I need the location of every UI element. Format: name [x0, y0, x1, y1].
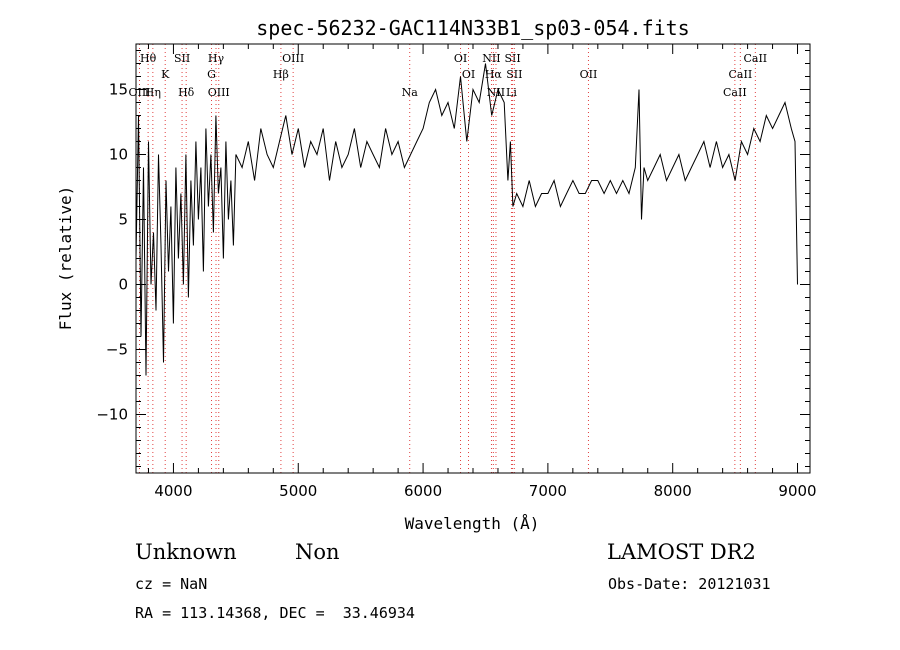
- line-marker-label: Hη: [145, 86, 161, 99]
- x-tick-label: 8000: [654, 482, 692, 500]
- line-marker-label: Li: [506, 86, 517, 99]
- plot-frame: [135, 43, 811, 474]
- line-marker-label: SII: [174, 52, 190, 65]
- line-marker-label: Hθ: [140, 52, 157, 65]
- line-marker-label: SII: [506, 68, 522, 81]
- line-marker-label: OIII: [282, 52, 304, 65]
- line-marker-label: K: [161, 68, 170, 81]
- series-group: [135, 63, 798, 376]
- y-tick-label: −10: [96, 406, 128, 424]
- y-tick-label: 0: [118, 276, 128, 294]
- y-tick-label: −5: [106, 341, 128, 359]
- y-axis-label: Flux (relative): [56, 186, 75, 331]
- line-marker-label: Hα: [485, 68, 503, 81]
- line-marker-label: G: [207, 68, 216, 81]
- radec-text: RA = 113.14368, DEC = 33.46934: [135, 604, 415, 622]
- line-marker-label: CaII: [743, 52, 767, 65]
- line-marker-label: OI: [454, 52, 467, 65]
- line-marker-label: NII: [482, 52, 500, 65]
- spectrum-line: [135, 63, 798, 376]
- survey-label: LAMOST DR2: [607, 540, 756, 564]
- line-marker-label: Hβ: [273, 68, 289, 81]
- x-tick-label: 5000: [279, 482, 317, 500]
- x-tick-label: 7000: [529, 482, 567, 500]
- line-marker-label: OIII: [208, 86, 230, 99]
- axis-ticks: 4000 5000 6000 7000 8000 9000 −10 −5 0 5 10 15: [96, 44, 817, 500]
- x-tick-label: 4000: [154, 482, 192, 500]
- line-marker-label: CaII: [723, 86, 747, 99]
- x-tick-label: 6000: [404, 482, 442, 500]
- y-tick-label: 5: [118, 211, 128, 229]
- y-tick-label: 10: [109, 146, 128, 164]
- spectrum-chart: spec-56232-GAC114N33B1_sp03-054.fits Flu…: [56, 16, 817, 533]
- line-marker-label: Na: [402, 86, 419, 99]
- y-tick-label: 15: [109, 81, 128, 99]
- subclass-label: Non: [295, 540, 340, 564]
- line-marker-label: SII: [504, 52, 520, 65]
- class-label: Unknown: [135, 540, 237, 564]
- line-marker-label: OI: [462, 68, 475, 81]
- spectral-line-markers: HθOIIIHηKSIIHδHγGOIIIOIIIHβNaOIOINIINIIH…: [128, 44, 767, 473]
- obs-date-text: Obs-Date: 20121031: [608, 575, 771, 593]
- x-tick-label: 9000: [778, 482, 816, 500]
- line-marker-label: Hγ: [208, 52, 225, 65]
- line-marker-label: Hδ: [178, 86, 195, 99]
- cz-text: cz = NaN: [135, 575, 208, 593]
- chart-title: spec-56232-GAC114N33B1_sp03-054.fits: [256, 16, 689, 40]
- x-axis-label: Wavelength (Å): [405, 514, 540, 533]
- line-marker-label: CaII: [729, 68, 753, 81]
- line-marker-label: OII: [580, 68, 598, 81]
